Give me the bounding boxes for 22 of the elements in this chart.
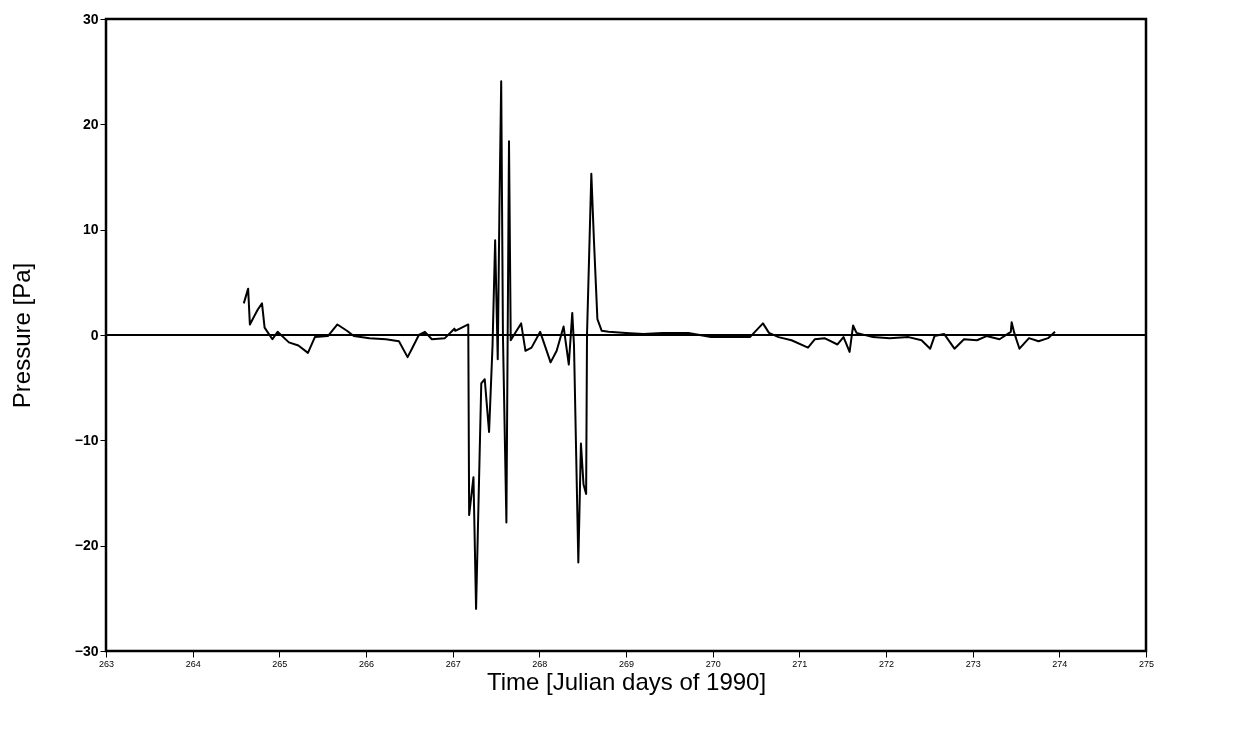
y-tick-label: 30 bbox=[82, 10, 99, 27]
x-tick-label: 271 bbox=[792, 658, 808, 669]
x-tick-label: 266 bbox=[358, 658, 375, 669]
y-tick-label: −20 bbox=[74, 537, 99, 554]
x-tick-label: 268 bbox=[532, 658, 548, 669]
y-tick-label: −10 bbox=[74, 431, 99, 448]
y-axis-title: Pressure [Pa] bbox=[7, 262, 35, 409]
x-tick-label: 267 bbox=[445, 658, 461, 669]
x-tick-label: 275 bbox=[1138, 658, 1155, 669]
x-tick-label: 269 bbox=[618, 658, 635, 669]
y-tick-label: −30 bbox=[74, 642, 99, 659]
x-tick-label: 270 bbox=[705, 658, 721, 669]
y-tick-label: 10 bbox=[82, 221, 99, 238]
y-tick-label: 20 bbox=[82, 115, 99, 132]
x-tick-label: 263 bbox=[98, 658, 115, 669]
x-tick-label: 272 bbox=[878, 658, 895, 669]
x-axis-title: Time [Julian days of 1990] bbox=[486, 667, 767, 695]
x-tick-label: 273 bbox=[965, 658, 981, 669]
x-tick-label: 264 bbox=[185, 658, 201, 669]
x-tick-label: 265 bbox=[272, 658, 288, 669]
y-tick-label: 0 bbox=[90, 326, 99, 343]
x-tick-label: 274 bbox=[1052, 658, 1068, 669]
